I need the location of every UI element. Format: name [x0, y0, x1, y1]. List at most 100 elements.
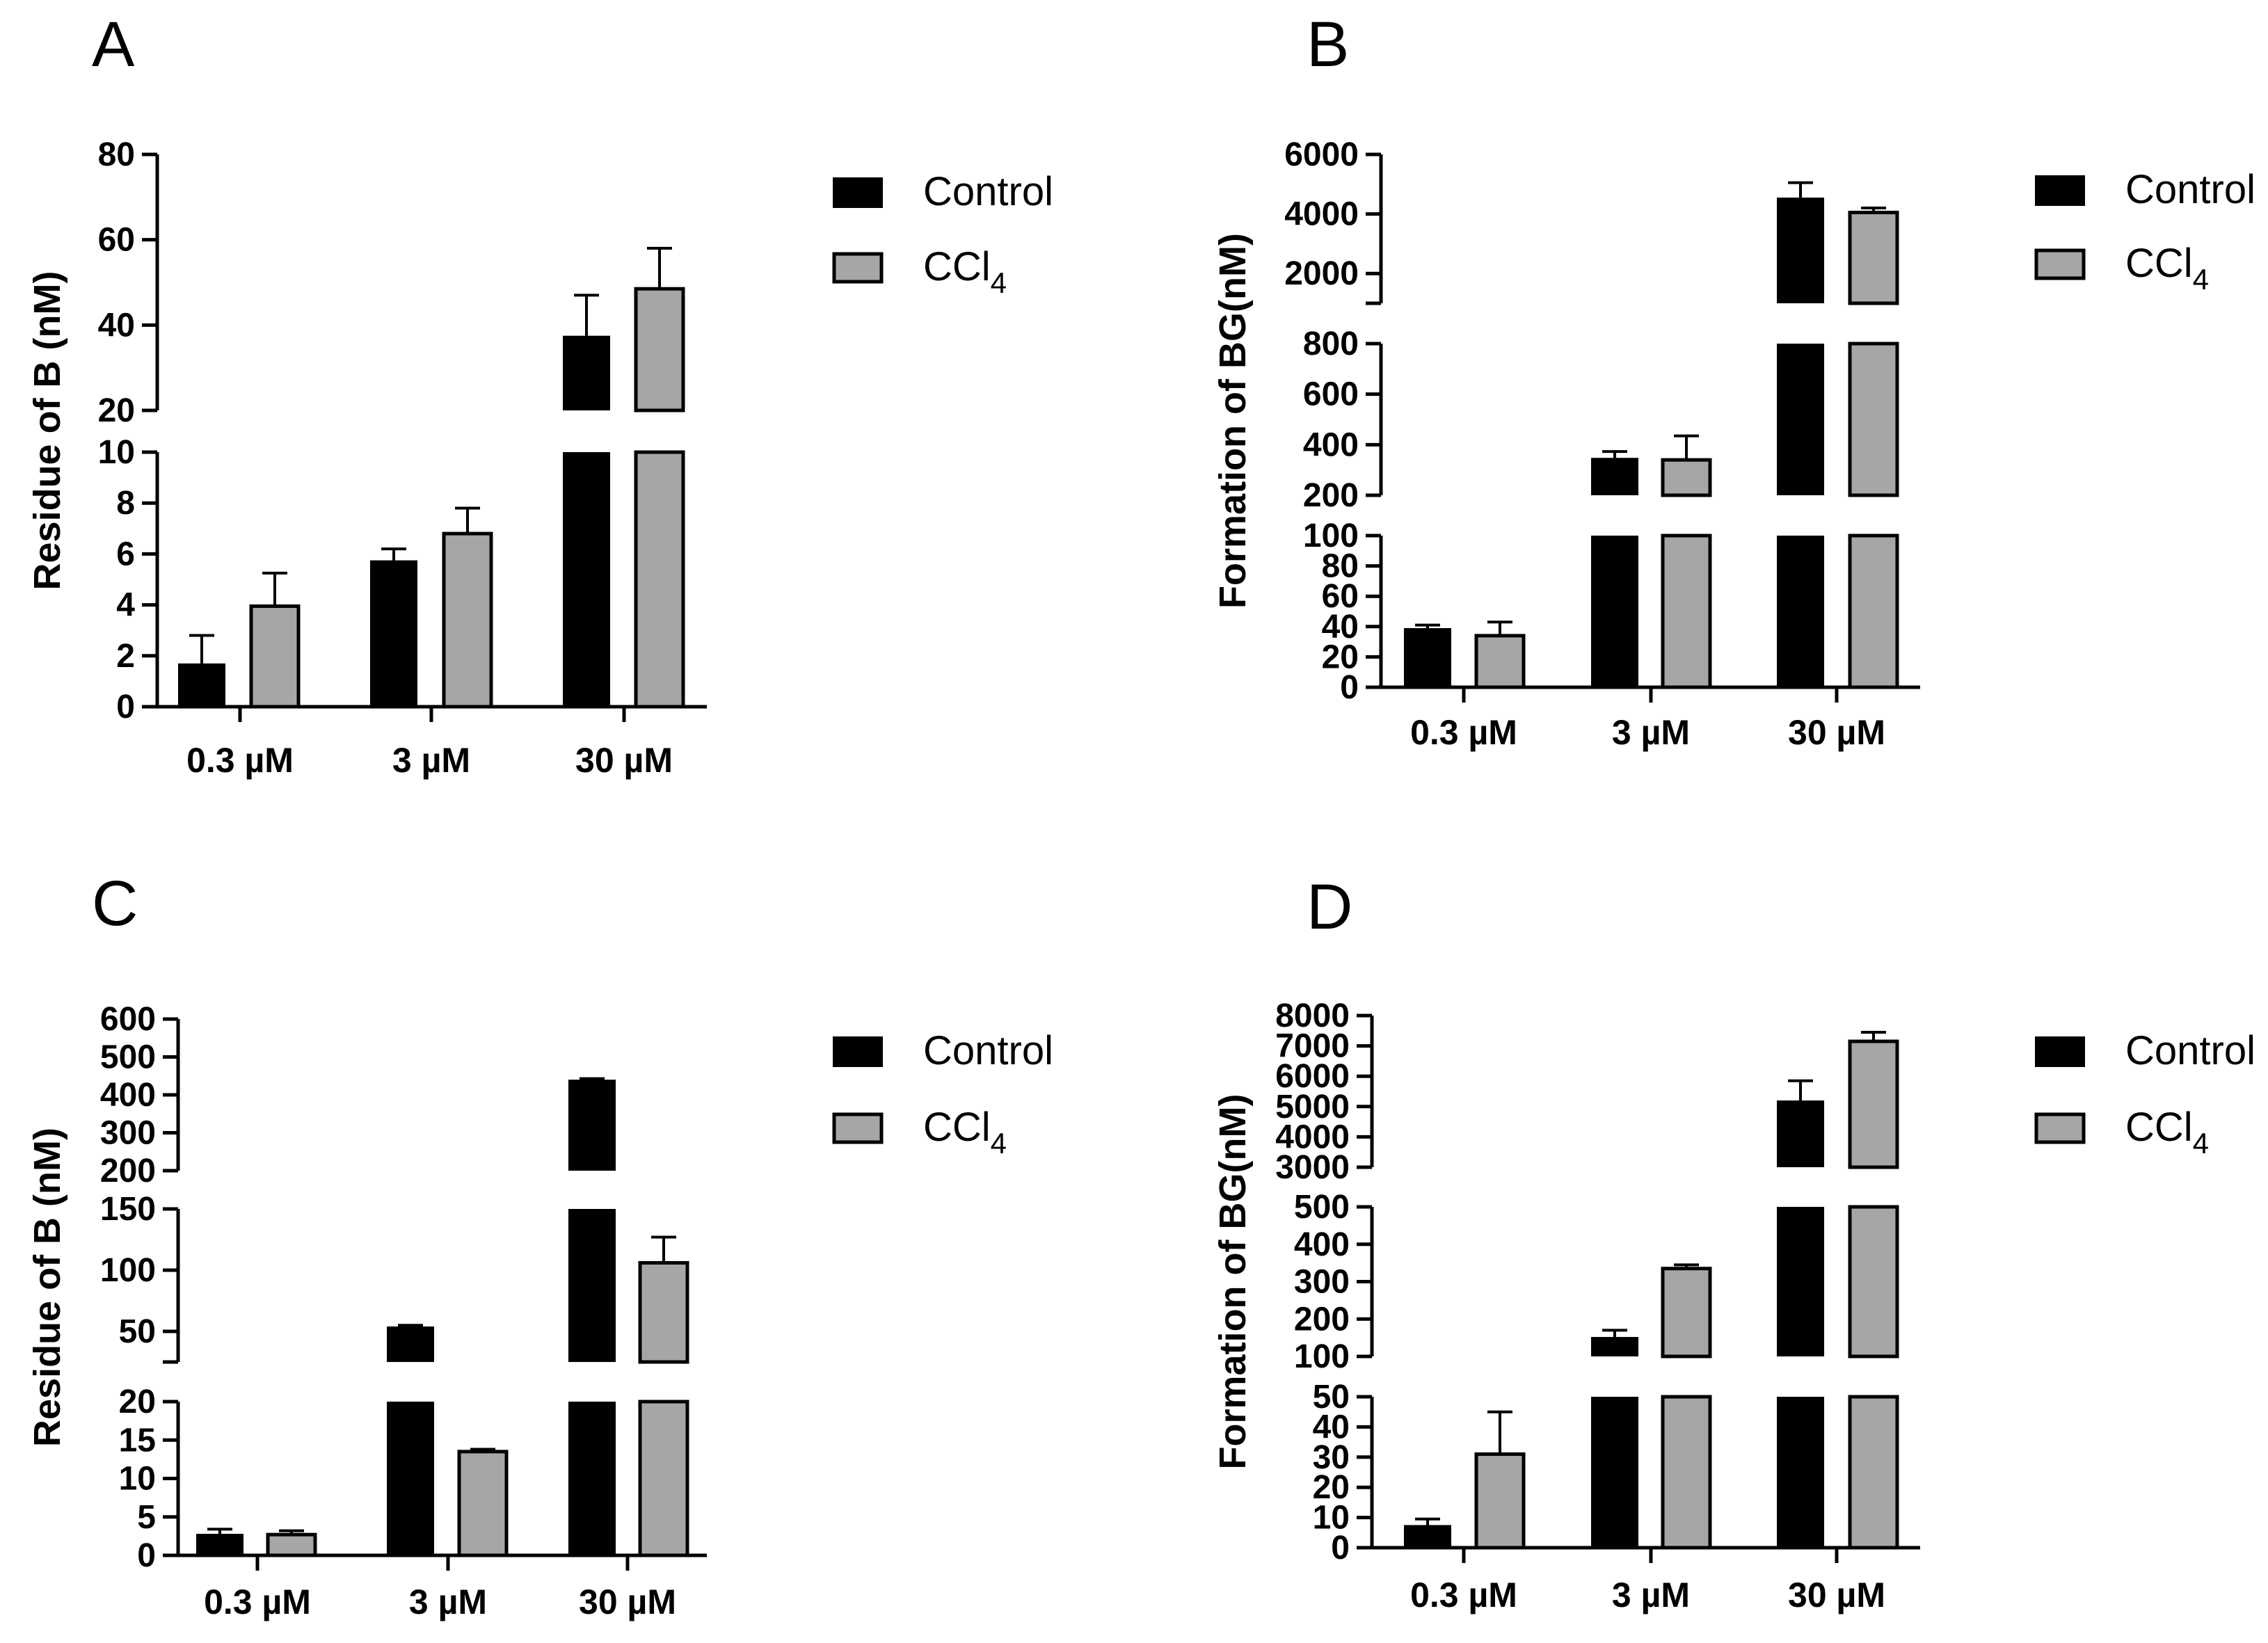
y-tick-label: 800: [1303, 326, 1359, 362]
legend-label-ccl4-sub: 4: [2193, 263, 2209, 296]
bar-ccl4: [1848, 342, 1899, 497]
bar-control: [1591, 536, 1638, 687]
panel-letter: B: [1307, 9, 1349, 80]
y-tick-label: 100: [1303, 518, 1359, 554]
legend-swatch-ccl4: [2034, 248, 2086, 280]
y-tick-label: 2: [116, 638, 135, 675]
x-tick-label: 3 µM: [392, 741, 470, 780]
x-tick-label: 30 µM: [575, 741, 673, 780]
y-tick-label: 20: [1322, 639, 1359, 675]
y-tick-label: 200: [1294, 1301, 1350, 1338]
legend-swatch-ccl4: [832, 1112, 884, 1144]
y-tick-label: 60: [98, 222, 135, 259]
bar-ccl4: [1661, 1395, 1712, 1550]
legend-label-ccl4-sub: 4: [2193, 1127, 2209, 1160]
legend-swatch-ccl4: [832, 252, 884, 284]
bar-ccl4: [1848, 1039, 1899, 1169]
y-tick-label: 6: [116, 536, 135, 572]
bar-ccl4: [266, 1532, 317, 1557]
bar-ccl4: [1848, 1395, 1899, 1550]
legend-label-control: Control: [923, 169, 1053, 214]
legend-swatch-control: [833, 1036, 883, 1067]
y-tick-label: 0: [137, 1537, 156, 1574]
bar-control: [1591, 1397, 1638, 1548]
y-tick-label: 100: [1294, 1338, 1350, 1375]
y-tick-label: 500: [100, 1039, 156, 1076]
y-tick-label: 6000: [1275, 1058, 1350, 1095]
y-tick-label: 10: [119, 1461, 156, 1498]
y-tick-label: 100: [100, 1252, 156, 1289]
bar-ccl4: [1848, 1205, 1899, 1359]
bar-ccl4: [1661, 534, 1712, 689]
panel-letter: A: [92, 9, 135, 80]
y-tick-label: 50: [1313, 1379, 1350, 1416]
bar-ccl4: [634, 450, 685, 709]
bar-ccl4: [634, 287, 685, 412]
bar-control: [563, 452, 610, 707]
bar-control: [1404, 627, 1451, 687]
y-tick-label: 400: [1303, 426, 1359, 463]
y-tick-label: 20: [98, 392, 135, 429]
y-tick-label: 80: [98, 136, 135, 173]
x-tick-label: 30 µM: [1788, 1576, 1885, 1614]
bar-ccl4: [1848, 534, 1899, 689]
x-tick-label: 3 µM: [1612, 713, 1690, 752]
y-tick-label: 600: [1303, 376, 1359, 413]
y-tick-label: 4: [116, 587, 135, 624]
bar-control: [568, 1209, 616, 1362]
bar-control: [568, 1080, 616, 1171]
legend-label-ccl4-main: CCl: [923, 244, 991, 289]
bar-ccl4: [457, 1450, 509, 1557]
bar-control: [178, 663, 225, 707]
y-axis-label: Formation of BG(nM): [1212, 233, 1254, 609]
x-tick-label: 30 µM: [1788, 713, 1885, 752]
bar-control: [370, 560, 417, 707]
bar-control: [1591, 458, 1638, 495]
y-tick-label: 7000: [1275, 1028, 1350, 1065]
y-tick-label: 0: [1331, 1530, 1350, 1566]
y-tick-label: 0: [1340, 669, 1359, 706]
bar-control: [1777, 1207, 1824, 1356]
legend-label-ccl4: CCl4: [923, 244, 1007, 299]
y-tick-label: 200: [1303, 477, 1359, 514]
bar-control: [196, 1534, 243, 1555]
y-tick-label: 500: [1294, 1189, 1350, 1226]
y-tick-label: 4000: [1275, 1119, 1350, 1155]
y-tick-label: 8000: [1275, 997, 1350, 1034]
x-tick-label: 0.3 µM: [1410, 713, 1517, 752]
y-axis-label: Residue of B (nM): [26, 1128, 68, 1447]
chart-panel-a: A 0 2 4 6 8 10 20 40 60 80 0.3 µM 3 µM 30 µM Residue o…: [26, 9, 1053, 780]
x-tick-label: 0.3 µM: [186, 741, 294, 780]
bar-control: [568, 1402, 616, 1555]
y-tick-label: 300: [1294, 1264, 1350, 1301]
y-tick-label: 10: [98, 434, 135, 471]
y-tick-label: 15: [119, 1422, 156, 1459]
legend-label-ccl4-sub: 4: [991, 266, 1007, 299]
y-tick-label: 50: [119, 1313, 156, 1350]
y-tick-label: 40: [1322, 609, 1359, 646]
y-tick-label: 20: [119, 1384, 156, 1420]
y-tick-label: 5000: [1275, 1089, 1350, 1125]
y-tick-label: 60: [1322, 578, 1359, 615]
y-axis-label: Residue of B (nM): [26, 271, 68, 591]
bar-ccl4: [638, 1260, 689, 1364]
bar-control: [1591, 1337, 1638, 1356]
legend-swatch-control: [833, 177, 883, 208]
bar-control: [1777, 344, 1824, 495]
x-tick-label: 3 µM: [409, 1582, 487, 1621]
legend-swatch-control: [2035, 1036, 2085, 1067]
y-tick-label: 400: [1294, 1226, 1350, 1263]
bar-control: [1777, 1100, 1824, 1167]
y-tick-label: 40: [98, 307, 135, 344]
legend-label-ccl4: CCl4: [2125, 241, 2209, 296]
x-tick-label: 0.3 µM: [1410, 1576, 1517, 1614]
bar-ccl4: [1661, 458, 1712, 497]
legend-label-ccl4-sub: 4: [991, 1127, 1007, 1160]
y-axis-label: Formation of BG(nM): [1212, 1094, 1254, 1470]
y-tick-label: 30: [1313, 1439, 1350, 1476]
x-tick-label: 3 µM: [1612, 1576, 1690, 1614]
bar-ccl4: [1661, 1267, 1712, 1359]
